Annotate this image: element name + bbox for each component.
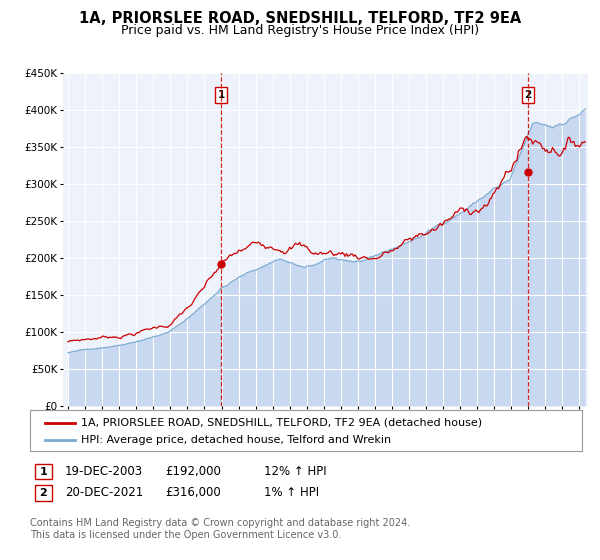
Text: 1: 1	[217, 90, 224, 100]
Text: 20-DEC-2021: 20-DEC-2021	[65, 486, 143, 500]
Text: 19-DEC-2003: 19-DEC-2003	[65, 465, 143, 478]
Text: Contains HM Land Registry data © Crown copyright and database right 2024.
This d: Contains HM Land Registry data © Crown c…	[30, 518, 410, 540]
Text: Price paid vs. HM Land Registry's House Price Index (HPI): Price paid vs. HM Land Registry's House …	[121, 24, 479, 36]
Text: 2: 2	[40, 488, 47, 498]
Text: £316,000: £316,000	[165, 486, 221, 500]
Text: £192,000: £192,000	[165, 465, 221, 478]
Text: 1A, PRIORSLEE ROAD, SNEDSHILL, TELFORD, TF2 9EA: 1A, PRIORSLEE ROAD, SNEDSHILL, TELFORD, …	[79, 11, 521, 26]
Text: 1A, PRIORSLEE ROAD, SNEDSHILL, TELFORD, TF2 9EA (detached house): 1A, PRIORSLEE ROAD, SNEDSHILL, TELFORD, …	[81, 418, 482, 428]
Text: 2: 2	[524, 90, 532, 100]
Text: 1% ↑ HPI: 1% ↑ HPI	[264, 486, 319, 500]
Text: HPI: Average price, detached house, Telford and Wrekin: HPI: Average price, detached house, Telf…	[81, 435, 391, 445]
Text: 1: 1	[40, 466, 47, 477]
Text: 12% ↑ HPI: 12% ↑ HPI	[264, 465, 326, 478]
